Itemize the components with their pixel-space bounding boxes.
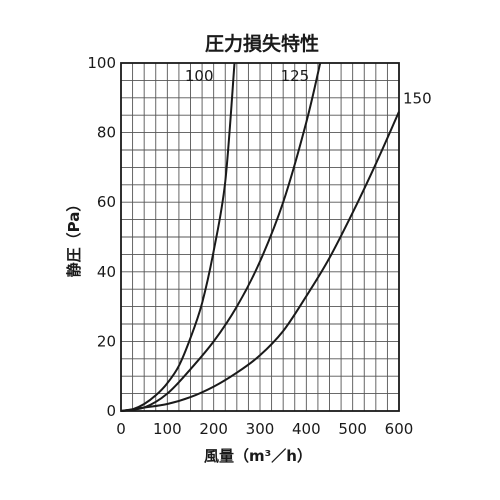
x-axis-ticks: 0 100 200 300 400 500 600: [116, 420, 413, 438]
plot-frame: [120, 62, 400, 412]
y-tick-label: 100: [87, 54, 116, 72]
y-tick-label: 0: [106, 402, 116, 420]
y-tick-label: 40: [97, 263, 116, 281]
y-tick-label: 80: [97, 124, 116, 142]
series-label-100: 100: [185, 67, 214, 85]
y-axis-label: 静圧（Pa）: [65, 197, 83, 278]
x-axis-label: 風量（m³／h）: [204, 447, 312, 465]
series-label-150: 150: [403, 90, 432, 108]
x-tick-label: 0: [116, 420, 126, 438]
x-tick-label: 400: [292, 420, 321, 438]
x-tick-label: 600: [385, 420, 414, 438]
series-label-125: 125: [281, 67, 310, 85]
x-tick-label: 100: [153, 420, 182, 438]
series-line-150: [120, 111, 400, 412]
series-line-125: [120, 62, 322, 412]
series-labels: 100 125 150: [185, 67, 432, 108]
y-tick-label: 20: [97, 332, 116, 350]
chart-title: 圧力損失特性: [205, 32, 319, 55]
series-curves: [120, 62, 400, 412]
x-tick-label: 200: [199, 420, 228, 438]
grid-lines: [121, 63, 399, 411]
series-line-100: [120, 62, 236, 412]
x-tick-label: 300: [246, 420, 275, 438]
y-tick-label: 60: [97, 193, 116, 211]
x-tick-label: 500: [338, 420, 367, 438]
y-axis-ticks: 0 20 40 60 80 100: [87, 54, 116, 420]
